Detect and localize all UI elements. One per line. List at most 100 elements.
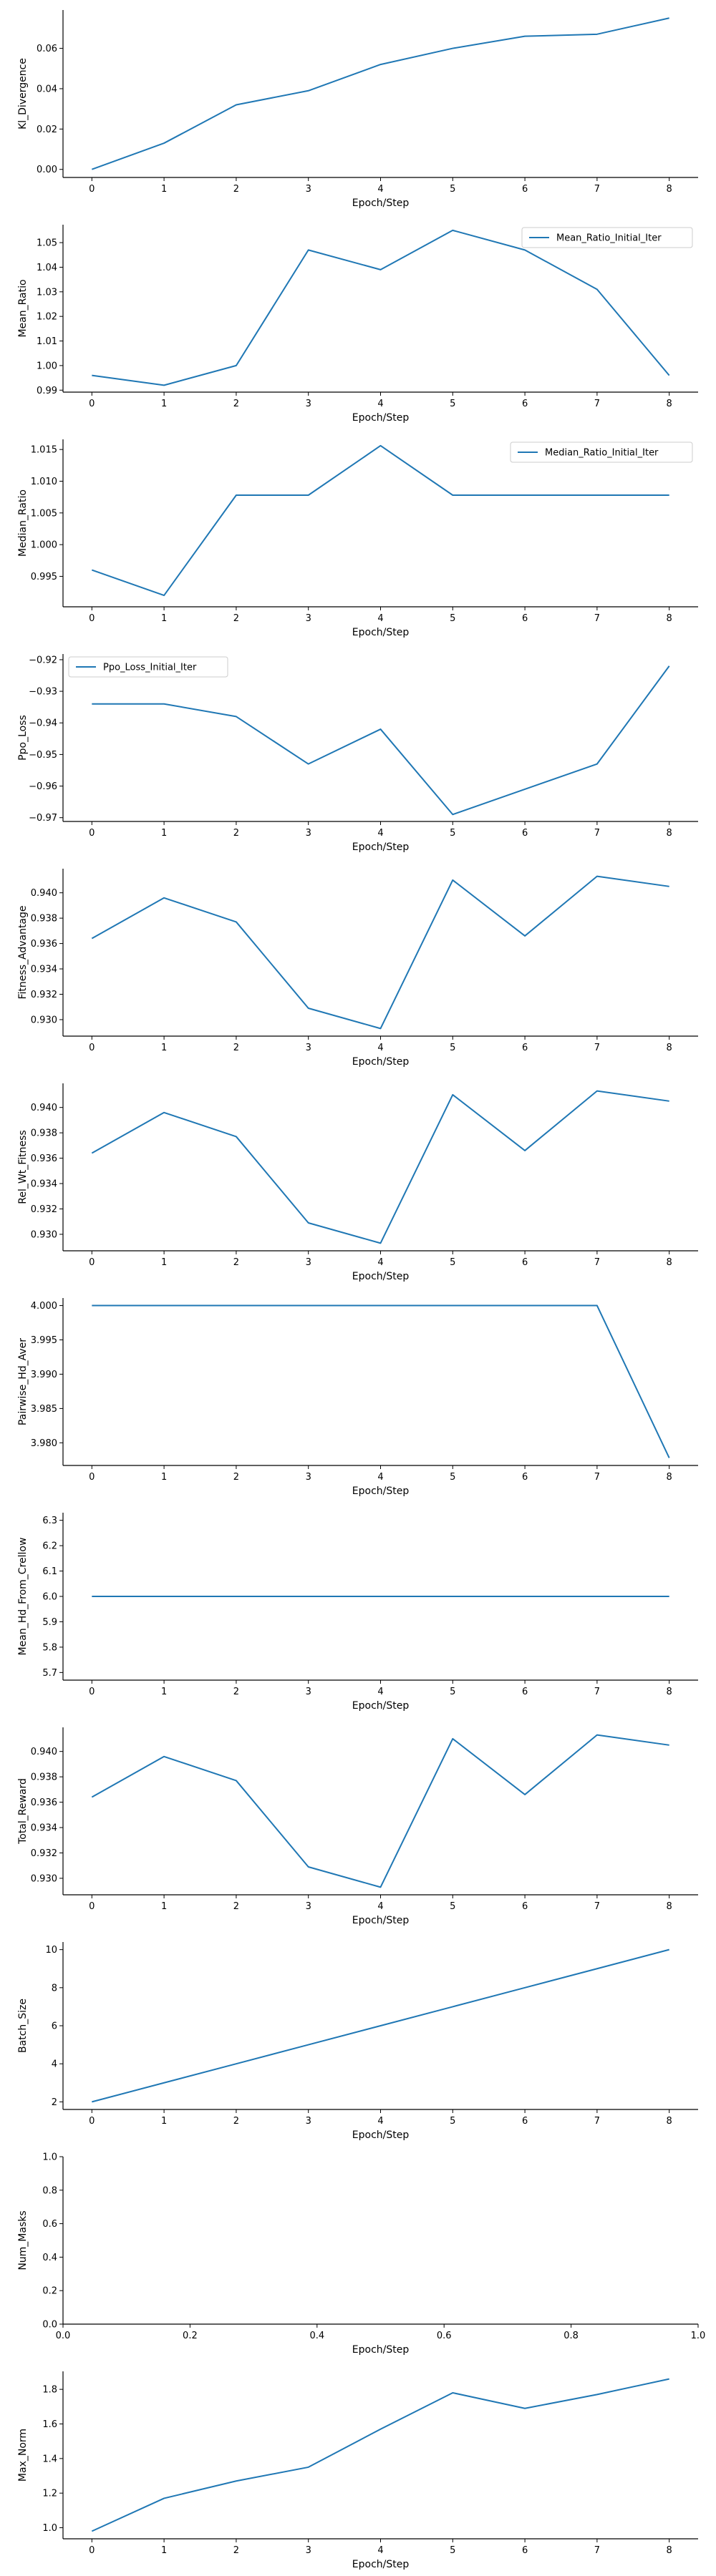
y-axis-title: Fitness_Advantage [17,905,29,999]
x-tick-label: 0 [89,613,95,624]
x-tick-label: 1 [161,828,167,839]
x-tick-label: 8 [667,613,672,624]
y-tick-label: 4.000 [31,1301,57,1312]
x-tick-label: 4 [377,184,383,195]
x-tick-label: 8 [667,2545,672,2556]
x-tick-label: 1 [161,1472,167,1483]
x-tick-label: 0 [89,1257,95,1268]
x-tick-label: 0 [89,1687,95,1697]
y-tick-label: 0.934 [31,965,57,975]
x-tick-label: 0.4 [309,2331,324,2341]
series-line [92,1948,669,2103]
chart-panel: 0 1 2 3 4 5 6 7 8 0.995 1.000 1.005 1.010 1.015 Epoch/… [17,439,698,638]
x-tick-label: 4 [377,1472,383,1483]
legend-box [68,656,228,678]
x-tick-label: 4 [377,828,383,839]
x-tick-label: 3 [306,399,311,409]
chart-panel: 0 1 2 3 4 5 6 7 8 5.7 5.8 5.9 6.0 6.1 6.2 6.3 Epoch/Step… [17,1513,698,1712]
x-tick-label: 1.0 [691,2331,706,2341]
chart-panel: 0 1 2 3 4 5 6 7 8 0.930 0.932 0.934 0.936 0.938 0.940 E… [17,869,698,1068]
x-tick-label: 7 [594,1901,600,1912]
legend-box [521,227,693,248]
y-tick-label: 0.0 [42,2320,57,2331]
x-tick-label: 2 [233,2545,239,2556]
x-tick-label: 0 [89,399,95,409]
x-tick-label: 6 [522,828,528,839]
x-tick-label: 7 [594,1257,600,1268]
x-tick-label: 2 [233,613,239,624]
y-tick-label: 0.940 [31,1103,57,1113]
y-tick-label: 8 [52,1983,57,1994]
x-tick-label: 0 [89,2545,95,2556]
y-axis-title: Kl_Divergence [17,58,29,130]
x-axis-title: Epoch/Step [352,841,410,853]
x-axis-title: Epoch/Step [352,2559,410,2570]
x-tick-label: 8 [667,1901,672,1912]
y-tick-label: 1.01 [37,336,57,347]
y-tick-label: 1.2 [42,2489,57,2499]
x-tick-label: 6 [522,613,528,624]
y-tick-label: 0.936 [31,939,57,950]
series-line [91,2378,669,2532]
y-tick-label: 1.03 [37,287,57,298]
y-tick-label: 0.930 [31,1015,57,1025]
y-tick-label: 1.0 [42,2523,57,2534]
x-tick-label: 5 [450,1043,455,1053]
x-tick-label: 5 [450,613,455,624]
y-axis-title: Median_Ratio [17,489,29,557]
x-tick-label: 3 [306,1687,311,1697]
x-tick-label: 2 [233,1043,239,1053]
legend-box [510,441,693,463]
x-axis-title: Epoch/Step [352,1700,410,1712]
x-tick-label: 5 [450,2116,455,2127]
x-tick-label: 1 [161,1043,167,1053]
x-tick-label: 1 [161,2545,167,2556]
x-tick-label: 2 [233,184,239,195]
y-tick-label: 6.1 [42,1566,57,1577]
y-axis-title: Mean_Hd_From_Crellow [17,1538,29,1656]
x-tick-label: 5 [450,399,455,409]
x-tick-label: 3 [306,828,311,839]
y-tick-label: −0.92 [29,655,57,665]
chart-panel: 0.0 0.2 0.4 0.6 0.8 1.0 0.0 0.2 0.4 0.6 0.8 1.0 Epoc… [17,2152,705,2356]
x-tick-label: 7 [594,613,600,624]
y-tick-label: −0.97 [29,813,57,824]
x-tick-label: 5 [450,1901,455,1912]
x-axis-title: Epoch/Step [352,2129,410,2141]
x-tick-label: 6 [522,399,528,409]
x-tick-label: 3 [306,1257,311,1268]
legend: Ppo_Loss_Initial_Iter [68,656,228,678]
x-tick-label: 4 [377,399,383,409]
x-tick-label: 3 [306,2545,311,2556]
x-tick-label: 8 [667,399,672,409]
y-tick-label: 1.8 [42,2385,57,2396]
x-tick-label: 7 [594,184,600,195]
x-tick-label: 0.2 [183,2331,198,2341]
x-tick-label: 8 [667,828,672,839]
legend: Median_Ratio_Initial_Iter [510,441,693,463]
x-tick-label: 0 [89,2116,95,2127]
x-tick-label: 1 [161,184,167,195]
y-tick-label: 5.8 [42,1642,57,1653]
x-tick-label: 4 [377,2545,383,2556]
series-line [92,1304,670,1458]
y-tick-label: 0.00 [37,165,57,175]
x-tick-label: 5 [450,184,455,195]
x-tick-label: 0 [89,184,95,195]
x-tick-label: 7 [594,828,600,839]
x-tick-label: 4 [377,2116,383,2127]
x-tick-label: 7 [594,2545,600,2556]
series-line [91,1090,669,1244]
x-tick-label: 1 [161,399,167,409]
x-axis-title: Epoch/Step [352,1915,410,1926]
x-tick-label: 8 [667,1687,672,1697]
y-tick-label: 1.00 [37,361,57,371]
x-axis-title: Epoch/Step [352,627,410,638]
y-tick-label: 1.02 [37,312,57,323]
x-axis-title: Epoch/Step [352,1485,410,1497]
y-tick-label: 0.932 [31,990,57,1000]
x-axis-title: Epoch/Step [352,412,410,424]
chart-panel: 0 1 2 3 4 5 6 7 8 1.0 1.2 1.4 1.6 1.8 Epoch/Step Max_No… [17,2371,698,2570]
x-tick-label: 4 [377,1043,383,1053]
